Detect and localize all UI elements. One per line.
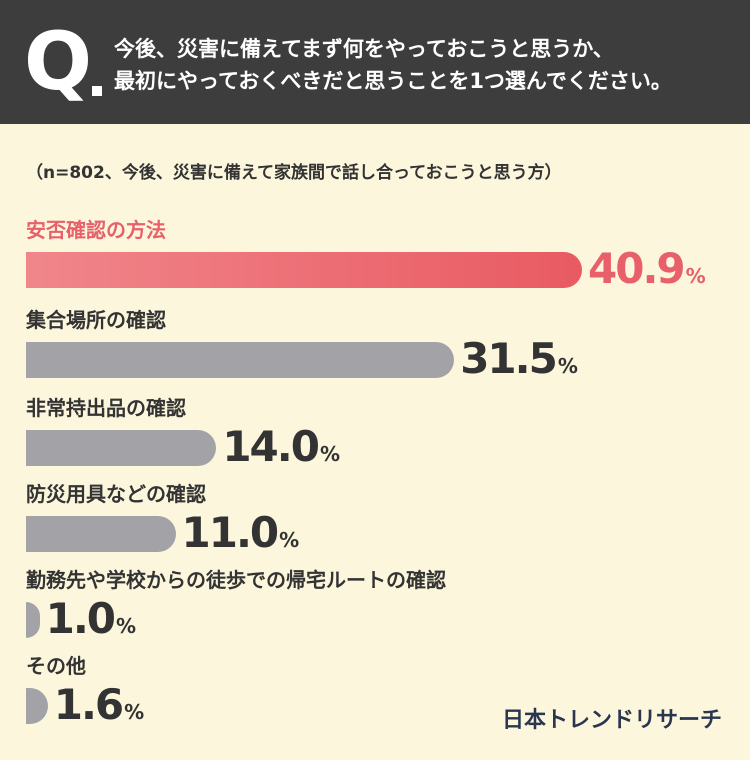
- category-label: 集合場所の確認: [26, 308, 166, 332]
- bar-mark: [26, 516, 176, 552]
- percent-unit: %: [116, 614, 137, 638]
- value-number: 31.5: [460, 334, 558, 383]
- question-line-2: 最初にやっておくべきだと思うことを1つ選んでください。: [114, 69, 672, 93]
- bar-mark: [26, 688, 48, 724]
- value-number: 1.6: [53, 680, 124, 729]
- value-number: 11.0: [181, 508, 280, 557]
- value-label: 31.5%: [460, 338, 578, 380]
- percent-unit: %: [557, 354, 578, 378]
- value-label: 14.0%: [222, 426, 340, 468]
- percent-unit: %: [124, 700, 145, 724]
- bar-mark: [26, 602, 40, 638]
- sample-note: （n=802、今後、災害に備えて家族間で話し合っておこうと思う方）: [26, 163, 562, 183]
- category-label: 非常持出品の確認: [26, 396, 186, 420]
- bar-mark: [26, 252, 582, 288]
- value-label: 40.9%: [588, 248, 706, 290]
- category-label: 防災用具などの確認: [26, 482, 206, 506]
- percent-unit: %: [685, 264, 706, 288]
- q-mark: Q: [24, 15, 92, 108]
- bar-mark: [26, 342, 455, 378]
- value-number: 40.9: [588, 244, 686, 293]
- value-label: 11.0%: [182, 512, 300, 554]
- question-line-1: 今後、災害に備えてまず何をやっておこうと思うか、: [114, 37, 614, 61]
- value-label: 1.0%: [46, 598, 136, 640]
- percent-unit: %: [319, 442, 340, 466]
- question-header: Q 今後、災害に備えてまず何をやっておこうと思うか、 最初にやっておくべきだと思…: [0, 0, 750, 124]
- value-number: 14.0: [222, 422, 320, 471]
- category-label: その他: [26, 654, 86, 678]
- value-number: 1.0: [45, 594, 116, 643]
- percent-unit: %: [279, 528, 300, 552]
- question-text: 今後、災害に備えてまず何をやっておこうと思うか、 最初にやっておくべきだと思うこ…: [114, 33, 734, 97]
- value-label: 1.6%: [54, 684, 144, 726]
- brand-logo: 日本トレンドリサーチ: [502, 708, 723, 733]
- bar-mark: [26, 430, 217, 466]
- q-dot-decoration: [92, 86, 102, 96]
- category-label: 勤務先や学校からの徒歩での帰宅ルートの確認: [26, 568, 446, 592]
- category-label: 安否確認の方法: [26, 218, 166, 242]
